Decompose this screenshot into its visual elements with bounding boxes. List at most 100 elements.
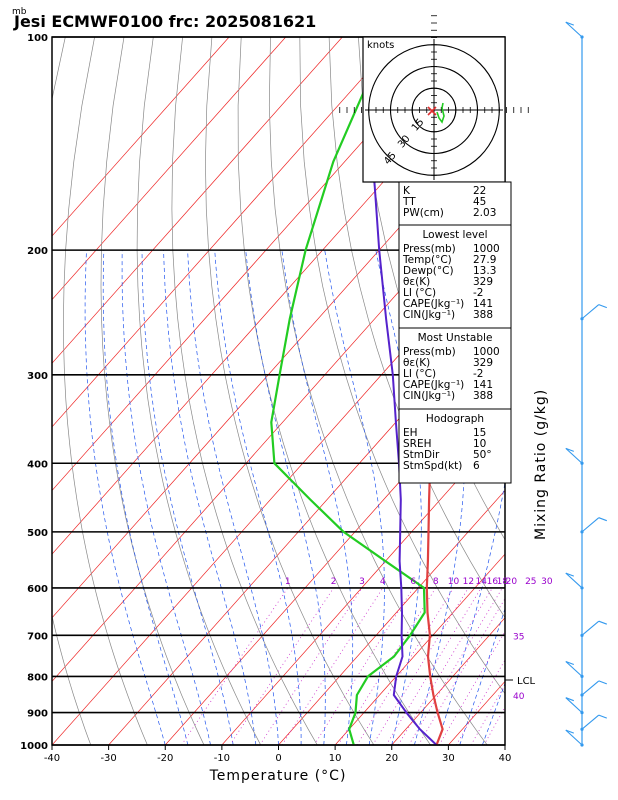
mixing-ratio-line <box>483 706 505 745</box>
index-label: CAPE(Jkg⁻¹) <box>403 298 464 310</box>
index-value: 50° <box>473 449 492 461</box>
index-value: 141 <box>473 379 493 391</box>
mixing-ratio-line <box>408 587 503 745</box>
temperature-tick-label: 40 <box>499 753 512 764</box>
index-value: 27.9 <box>473 254 496 266</box>
wind-barb-shaft <box>565 697 583 714</box>
index-value: 329 <box>473 357 493 369</box>
index-label: PW(cm) <box>403 207 444 219</box>
index-label: Temp(°C) <box>402 254 452 266</box>
mixing-ratio-line <box>385 587 482 745</box>
wind-barb-shaft <box>565 447 583 464</box>
mixing-ratio-line <box>259 587 363 745</box>
isotherm-line <box>391 617 505 745</box>
isotherm-line <box>52 37 343 364</box>
temperature-tick-label: -10 <box>214 753 230 764</box>
wind-barb-feather <box>598 714 607 719</box>
mixing-ratio-line <box>470 684 505 745</box>
mixing-ratio-line <box>438 630 505 745</box>
index-value: 45 <box>473 196 486 208</box>
pressure-tick-label: 600 <box>27 584 48 595</box>
index-label: θε(K) <box>403 357 430 369</box>
isotherm-line <box>52 37 230 237</box>
index-value: 329 <box>473 276 493 288</box>
wind-barb-shaft <box>565 661 583 677</box>
mixing-ratio-label: 4 <box>380 577 386 587</box>
isotherm-line <box>278 489 505 745</box>
index-label: StmSpd(kt) <box>403 460 462 472</box>
wind-barb-feather <box>565 660 574 666</box>
temperature-tick-label: -30 <box>100 753 116 764</box>
mixing-ratio-line <box>229 587 334 745</box>
index-label: CIN(Jkg⁻¹) <box>403 390 455 402</box>
isotherm-line <box>52 37 456 492</box>
isotherm-line <box>562 37 618 745</box>
index-label: θε(K) <box>403 276 430 288</box>
pressure-tick-label: 400 <box>27 459 48 470</box>
pressure-tick-label: 200 <box>27 246 48 257</box>
index-label: TT <box>402 196 416 208</box>
index-value: 1000 <box>473 346 500 358</box>
mixing-ratio-label: 40 <box>513 692 525 702</box>
mixing-ratio-label: 6 <box>410 577 416 587</box>
index-value: 13.3 <box>473 265 496 277</box>
pressure-ticks: 100 200 300 400 500 600 700 800 900 1000 <box>20 33 48 752</box>
dry-adiabat-line <box>299 37 505 695</box>
moist-adiabat-line <box>504 744 505 745</box>
hodograph-units: knots <box>367 40 394 51</box>
temperature-tick-label: 30 <box>442 753 455 764</box>
index-label: StmDir <box>403 449 440 461</box>
isotherm-line <box>52 235 505 745</box>
dry-adiabat-line <box>171 37 318 745</box>
pressure-tick-label: 500 <box>27 528 48 539</box>
wind-barb-shaft <box>565 572 583 589</box>
wind-barb-shaft <box>565 21 583 38</box>
moist-adiabat-line <box>281 250 354 745</box>
wind-barb-feather <box>565 447 574 452</box>
hodograph-block-title: Hodograph <box>426 413 484 425</box>
wind-barb-feather <box>565 697 574 702</box>
moist-adiabat-line <box>324 250 385 745</box>
temperature-tick-label: -20 <box>157 753 173 764</box>
mixing-ratio-axis-label: Mixing Ratio (g/kg) <box>533 389 549 540</box>
thermo-grid <box>52 37 618 745</box>
mixing-ratio-line <box>397 587 493 745</box>
dry-adiabat-line <box>328 37 505 619</box>
mixing-ratio-label: 12 <box>463 577 474 587</box>
moist-adiabat-line <box>375 250 422 745</box>
pressure-tick-label: 800 <box>27 672 48 683</box>
moist-adiabat-line <box>163 250 257 745</box>
mixing-ratio-label: 35 <box>513 632 524 642</box>
wind-barb-shaft <box>581 714 600 730</box>
pressure-tick-label: 700 <box>27 631 48 642</box>
storm-motion-marker <box>427 106 437 116</box>
dry-adiabat-line <box>237 37 431 745</box>
dry-adiabat-line <box>593 37 618 745</box>
pressure-tick-label: 300 <box>27 371 48 382</box>
most-unstable-title: Most Unstable <box>418 332 493 344</box>
isotherm-line <box>52 37 400 428</box>
wind-barb-feather <box>565 21 574 26</box>
dry-adiabat-line <box>52 37 92 745</box>
wind-barb-shaft <box>581 517 600 533</box>
x-axis-label: Temperature (°C) <box>209 768 347 784</box>
indices-panel: K 22 TT 45 PW(cm) 2.03 Lowest level Press(mb) 10… <box>398 181 512 484</box>
lcl-label: LCL <box>517 676 536 687</box>
index-label: CIN(Jkg⁻¹) <box>403 309 455 321</box>
pressure-unit-label: mb <box>12 7 27 17</box>
index-label: LI (°C) <box>403 368 436 380</box>
mixing-ratio-line <box>455 659 505 745</box>
mixing-ratio-label: 2 <box>331 577 337 587</box>
mixing-ratio-label: 10 <box>448 577 460 587</box>
mixing-ratio-label: 30 <box>541 577 553 587</box>
wind-barb-shaft <box>565 729 583 746</box>
isotherm-line <box>334 553 505 745</box>
index-label: Press(mb) <box>403 243 456 255</box>
index-value: 388 <box>473 309 493 321</box>
index-value: 15 <box>473 427 486 439</box>
isotherm-line <box>221 426 505 745</box>
temperature-tick-label: -40 <box>44 753 60 764</box>
isotherm-line <box>52 171 505 682</box>
